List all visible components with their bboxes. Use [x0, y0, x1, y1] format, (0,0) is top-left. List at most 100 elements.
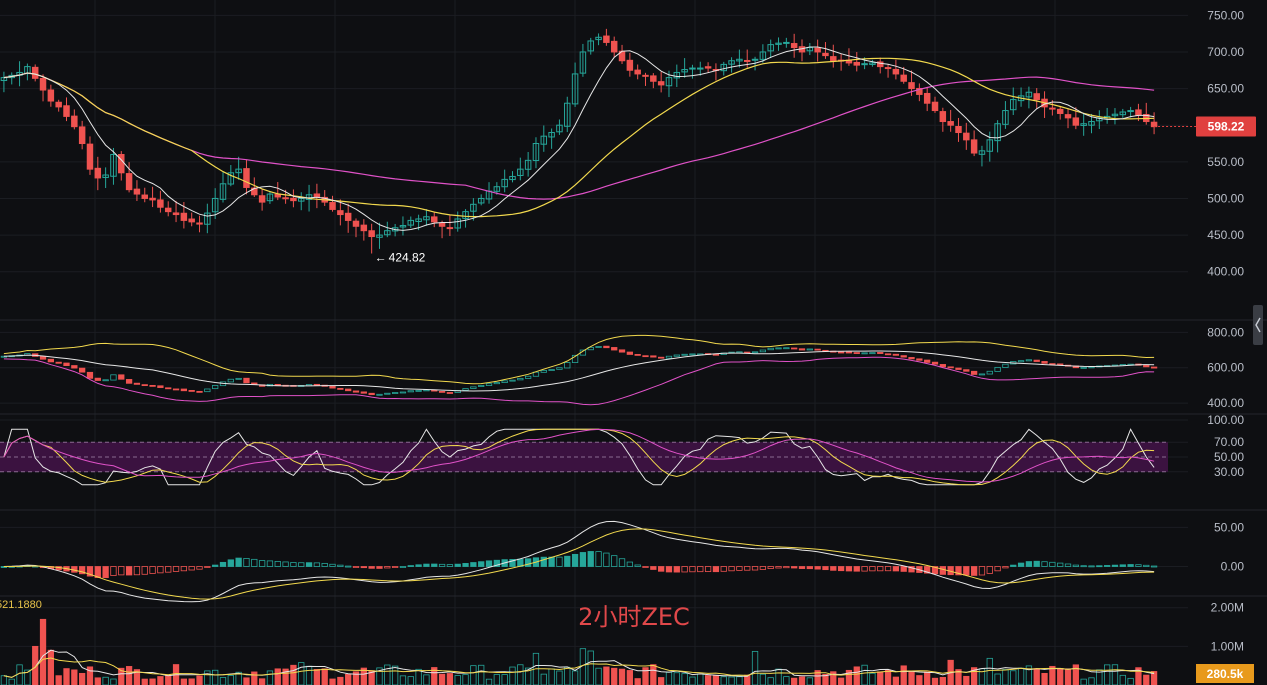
macd-bar — [939, 566, 946, 575]
candle — [814, 39, 821, 62]
macd-bar — [360, 566, 367, 569]
candle — [876, 57, 884, 74]
ma-short-line — [3, 46, 1155, 231]
boll-candle — [618, 349, 626, 353]
candle-body — [1064, 114, 1072, 119]
candle — [657, 71, 665, 93]
macd-bar — [736, 566, 743, 571]
volume-bar — [110, 678, 117, 685]
macd-bar — [196, 566, 203, 570]
candle-body — [634, 69, 641, 75]
candle — [532, 137, 540, 169]
candle-body — [665, 77, 673, 87]
candle-body — [63, 105, 70, 117]
macd-bar — [525, 558, 532, 567]
volume-bar — [1135, 667, 1142, 685]
volume-bar — [767, 677, 774, 685]
candle — [501, 169, 508, 193]
macd-bar — [180, 566, 188, 572]
candle-body — [657, 81, 665, 86]
candle — [564, 96, 571, 133]
macd-bar — [227, 559, 234, 567]
candle-body — [454, 218, 461, 229]
scroll-handle[interactable] — [1253, 305, 1263, 345]
boll-candle — [955, 367, 962, 370]
candle — [517, 157, 524, 181]
candle-body — [532, 143, 540, 162]
candle — [47, 84, 55, 107]
macd-bar — [626, 561, 633, 567]
volume-bar — [916, 675, 923, 685]
low-price-annotation: ← 424.82 — [375, 251, 426, 265]
macd-bar — [587, 551, 594, 567]
candle-body — [994, 123, 1001, 142]
boll-candle — [1002, 363, 1009, 368]
price-candles[interactable] — [0, 28, 1158, 254]
volume-bar — [235, 671, 242, 685]
boll-candle — [548, 369, 555, 371]
candle-body — [642, 74, 649, 77]
volume-bar — [1033, 668, 1040, 685]
macd-bar — [431, 563, 438, 567]
macd-bar — [321, 562, 328, 567]
candle-body — [305, 194, 313, 200]
price-axis[interactable]: 750.00 700.00 650.00 600.00 550.00 500.00 450.… — [1207, 8, 1244, 653]
volume-bar — [1088, 677, 1095, 685]
boll-candle — [947, 366, 954, 369]
chart-watermark: 2小时ZEC — [578, 603, 690, 631]
rsi-line-mid — [3, 428, 1155, 486]
candle-body — [822, 52, 829, 57]
macd-bar — [399, 566, 407, 568]
candle — [603, 28, 610, 46]
boll-candle — [775, 347, 782, 350]
boll-candle — [71, 365, 78, 369]
candle — [650, 73, 657, 89]
candle — [368, 223, 375, 254]
boll-candle — [509, 379, 516, 382]
candle — [243, 159, 250, 195]
macd-bar — [603, 552, 610, 567]
macd-bar — [618, 558, 626, 567]
candle — [1119, 108, 1127, 118]
macd-bar — [853, 566, 860, 572]
boll-candle — [94, 377, 101, 381]
macd-bar — [1135, 564, 1142, 567]
candle — [947, 109, 954, 132]
candle-body — [728, 60, 735, 65]
volume-bar — [384, 664, 391, 685]
candle — [94, 156, 102, 191]
boll-candle — [415, 389, 422, 392]
macd-bar — [767, 566, 774, 569]
macd-bar — [384, 566, 391, 569]
candle-body — [556, 124, 563, 133]
candle — [1002, 101, 1009, 129]
macd-bar — [869, 566, 876, 572]
boll-candle — [642, 355, 649, 358]
volume-bar — [180, 678, 188, 685]
boll-candle — [791, 347, 798, 350]
candle — [462, 209, 469, 228]
volume-bar — [931, 677, 939, 685]
macd-bar — [1111, 564, 1119, 567]
boll-candle — [798, 348, 806, 351]
candle-body — [180, 212, 188, 221]
boll-candle — [462, 388, 469, 391]
candle — [1025, 86, 1033, 109]
macd-bar — [556, 556, 563, 567]
volume-bar — [329, 678, 336, 685]
macd-bar — [188, 566, 195, 571]
candle-body — [78, 126, 86, 145]
boll-candle — [665, 355, 673, 359]
candle-body — [204, 212, 211, 225]
boll-candle — [759, 349, 767, 353]
macd-bar — [1143, 564, 1150, 567]
macd-bar — [650, 566, 657, 570]
candle — [704, 62, 712, 73]
candle-body — [219, 183, 227, 200]
macd-bar — [235, 557, 242, 567]
candle — [579, 43, 587, 77]
boll-candle — [712, 353, 720, 356]
candle-body — [916, 87, 923, 95]
boll-candle — [634, 354, 641, 356]
